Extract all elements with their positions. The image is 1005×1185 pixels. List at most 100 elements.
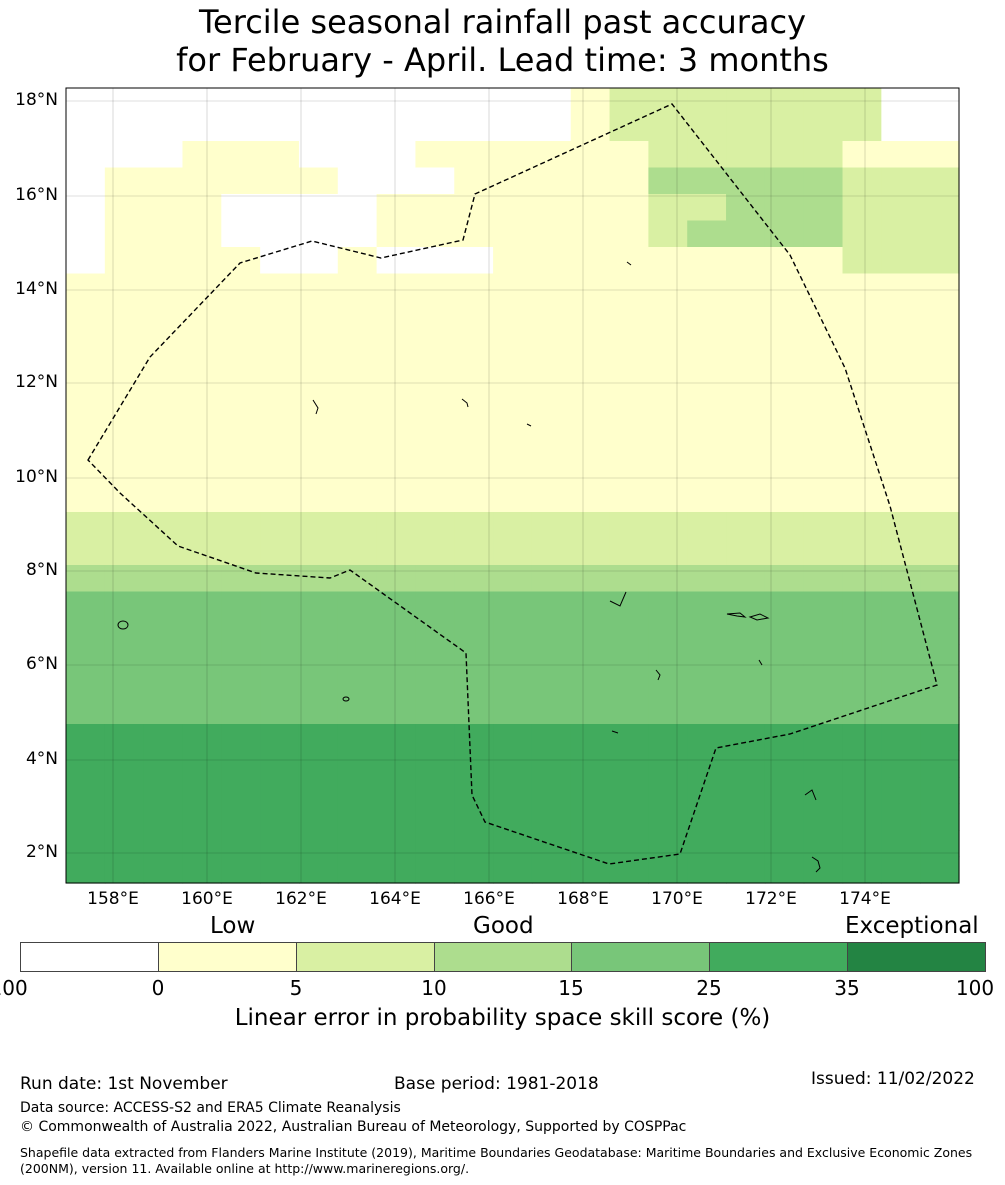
skill-cell (881, 220, 921, 248)
skill-cell (493, 856, 533, 884)
skill-cell (920, 353, 960, 381)
skill-cell (493, 830, 533, 858)
skill-cell (143, 88, 184, 116)
legend-heading-low: Low (210, 913, 256, 939)
skill-cell (764, 141, 805, 169)
skill-cell (298, 803, 339, 831)
skill-cell (221, 432, 261, 460)
skill-cell (531, 326, 572, 354)
lat-label-2n: 2°N (25, 842, 58, 862)
skill-cell (337, 803, 378, 831)
skill-cell (298, 379, 339, 407)
skill-cell (66, 591, 106, 619)
skill-cell (298, 459, 339, 487)
skill-cell (531, 406, 572, 434)
skill-cell (609, 88, 649, 116)
skill-cell (415, 644, 455, 672)
skill-cell (803, 167, 844, 195)
skill-cell (687, 538, 727, 566)
skill-cell (842, 777, 882, 805)
skill-cell (687, 671, 727, 699)
skill-cell (298, 750, 339, 778)
skill-cell (920, 750, 960, 778)
skill-cell (337, 406, 378, 434)
skill-cell (920, 432, 960, 460)
skill-cell (803, 671, 844, 699)
skill-cell (687, 803, 727, 831)
skill-cell (648, 485, 688, 513)
skill-cell (104, 300, 145, 328)
skill-cell (298, 644, 339, 672)
legend-heading-good: Good (473, 913, 534, 939)
skill-cell (221, 803, 261, 831)
skill-cell (803, 618, 844, 646)
skill-cell (726, 830, 766, 858)
skill-cell (920, 220, 960, 248)
skill-cell (726, 326, 766, 354)
skill-cell (415, 830, 455, 858)
skill-cell (66, 777, 106, 805)
skill-grid-cells (66, 88, 960, 884)
skill-cell (687, 273, 727, 301)
skill-cell (920, 830, 960, 858)
skill-cell (570, 459, 611, 487)
skill-cell (881, 750, 921, 778)
skill-cell (143, 671, 184, 699)
skill-cell (726, 618, 766, 646)
skill-cell (104, 485, 145, 513)
skill-cell (182, 803, 222, 831)
skill-cell (842, 830, 882, 858)
skill-cell (803, 326, 844, 354)
skill-cell (454, 406, 494, 434)
skill-cell (454, 247, 494, 275)
skill-cell (648, 406, 688, 434)
skill-cell (764, 273, 805, 301)
skill-cell (648, 88, 688, 116)
skill-cell (143, 644, 184, 672)
skill-cell (415, 538, 455, 566)
map-title-line-2: for February - April. Lead time: 3 month… (176, 41, 829, 79)
skill-cell (764, 326, 805, 354)
skill-cell (881, 114, 921, 142)
skill-cell (570, 485, 611, 513)
skill-cell (726, 88, 766, 116)
skill-cell (143, 220, 184, 248)
skill-cell (920, 697, 960, 725)
skill-cell (376, 194, 417, 222)
skill-cell (609, 432, 649, 460)
skill-cell (920, 618, 960, 646)
skill-cell (182, 697, 222, 725)
skill-cell (842, 618, 882, 646)
skill-cell (182, 724, 222, 752)
colorbar-tick: 35 (834, 976, 860, 1000)
skill-cell (415, 114, 455, 142)
skill-cell (337, 618, 378, 646)
skill-cell (298, 220, 339, 248)
skill-cell (531, 247, 572, 275)
skill-cell (881, 512, 921, 540)
skill-cell (687, 167, 727, 195)
skill-cell (687, 379, 727, 407)
skill-cell (376, 697, 417, 725)
skill-cell (415, 300, 455, 328)
skill-cell (260, 167, 300, 195)
skill-cell (337, 379, 378, 407)
skill-cell (298, 538, 339, 566)
skill-cell (415, 167, 455, 195)
skill-cell (104, 591, 145, 619)
skill-cell (104, 856, 145, 884)
skill-cell (143, 697, 184, 725)
colorbar-segment (434, 943, 573, 971)
skill-cell (104, 644, 145, 672)
skill-cell (609, 141, 649, 169)
skill-cell (570, 194, 611, 222)
skill-cell (337, 432, 378, 460)
skill-cell (104, 803, 145, 831)
skill-cell (376, 591, 417, 619)
skill-cell (454, 220, 494, 248)
skill-cell (920, 591, 960, 619)
skill-cell (493, 591, 533, 619)
skill-cell (803, 406, 844, 434)
skill-cell (337, 777, 378, 805)
skill-cell (726, 697, 766, 725)
